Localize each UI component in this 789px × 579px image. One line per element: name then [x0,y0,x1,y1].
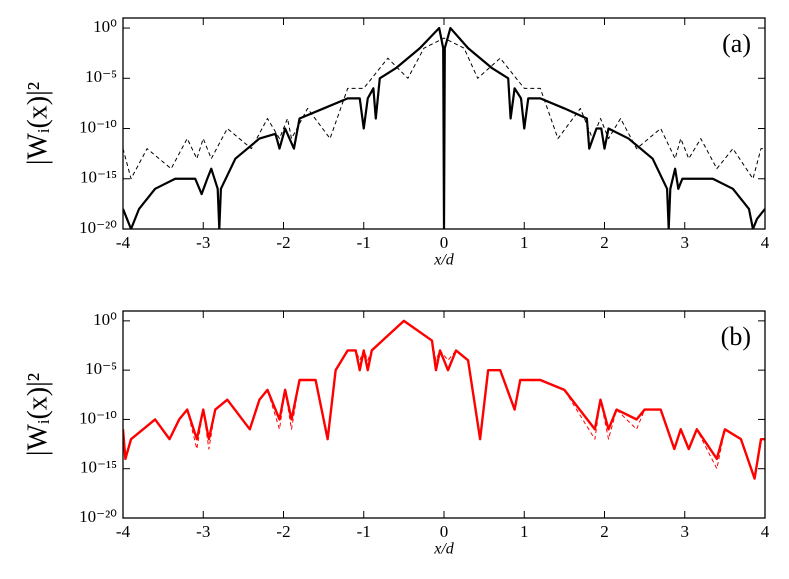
x-tick-label: -1 [357,233,371,252]
x-tick-label: -3 [196,522,210,541]
x-tick-label: 2 [600,522,609,541]
x-tick-label: 4 [761,233,770,252]
line-series [123,320,765,480]
x-tick-label: 0 [440,522,449,541]
panel: -4 -3 -2 -1 0 1 2 3 4 10⁻²⁰ 10⁻¹⁵ 10⁻¹⁰ 10⁻⁵ 10⁰ x/d |W… [22,310,769,558]
y-tick-label: 10⁰ [93,310,117,329]
x-tick-label: 1 [520,233,529,252]
panel-annotation: (a) [722,29,751,58]
x-axis-label: x/d [433,541,455,558]
y-tick-label: 10⁻²⁰ [79,218,117,237]
y-tick-label: 10⁰ [93,17,117,36]
y-tick-label: 10⁻⁵ [85,67,117,86]
x-tick-label: -3 [196,233,210,252]
x-tick-label: -1 [357,522,371,541]
y-tick-label: 10⁻¹⁵ [80,458,117,477]
x-tick-label: 3 [681,233,690,252]
line-series [123,37,765,180]
y-tick-label: 10⁻¹⁰ [79,117,117,136]
plot-frame [122,310,766,519]
y-tick-label: 10⁻¹⁰ [79,408,117,427]
y-tick-label: 10⁻¹⁵ [80,168,117,187]
panel: -4 -3 -2 -1 0 1 2 3 4 10⁻²⁰ 10⁻¹⁵ 10⁻¹⁰ 10⁻⁵ 10⁰ x/d |W… [22,17,769,269]
line-series [123,319,765,480]
x-axis-label: x/d [433,252,455,269]
x-tick-label: -4 [116,522,131,541]
panel-annotation: (b) [721,322,751,351]
x-tick-label: 0 [440,233,449,252]
y-tick-label: 10⁻²⁰ [79,507,117,526]
y-axis-label: |Wᵢ(x)|² [22,82,53,165]
x-tick-label: 1 [520,522,529,541]
plot-frame [122,17,766,230]
line-series [123,26,765,229]
x-tick-label: -2 [276,522,290,541]
y-axis-label: |Wᵢ(x)|² [22,373,53,456]
x-tick-label: -2 [276,233,290,252]
y-tick-label: 10⁻⁵ [85,359,117,378]
x-tick-label: 3 [681,522,690,541]
x-tick-label: 2 [600,233,609,252]
x-tick-label: 4 [761,522,770,541]
x-tick-label: -4 [116,233,131,252]
